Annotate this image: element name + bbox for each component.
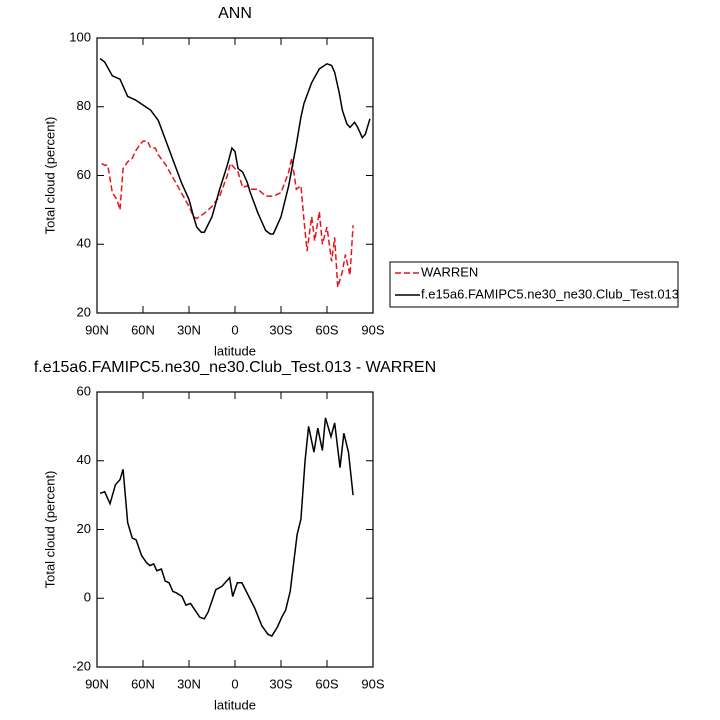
y-tick-label: 80 <box>77 98 91 113</box>
y-tick-label: 60 <box>77 167 91 182</box>
x-tick-label: 60N <box>131 322 155 337</box>
y-axis-label: Total cloud (percent) <box>42 471 57 589</box>
x-tick-label: 90S <box>361 676 384 691</box>
chart-title: f.e15a6.FAMIPC5.ne30_ne30.Club_Test.013 … <box>34 359 436 376</box>
x-axis-label: latitude <box>214 697 256 712</box>
x-tick-label: 60S <box>315 676 338 691</box>
y-tick-label: 20 <box>77 304 91 319</box>
y-tick-label: 0 <box>84 590 91 605</box>
data-line <box>101 140 354 288</box>
data-line <box>99 417 354 638</box>
plot-frame <box>96 37 374 314</box>
x-tick-label: 60S <box>315 322 338 337</box>
data-line <box>99 58 371 235</box>
x-tick-label: 30N <box>177 676 201 691</box>
legend-label: f.e15a6.FAMIPC5.ne30_ne30.Club_Test.013 <box>421 286 679 301</box>
x-tick-label: 30S <box>269 676 292 691</box>
legend-box <box>389 261 679 308</box>
y-tick-label: 20 <box>77 521 91 536</box>
x-tick-label: 90N <box>85 676 109 691</box>
y-tick-label: 100 <box>69 29 91 44</box>
legend-label: WARREN <box>421 264 478 279</box>
y-tick-label: 40 <box>77 236 91 251</box>
chart-title: ANN <box>218 5 252 22</box>
x-tick-label: 60N <box>131 676 155 691</box>
y-tick-label: 60 <box>77 383 91 398</box>
x-tick-label: 30N <box>177 322 201 337</box>
y-axis-label: Total cloud (percent) <box>42 117 57 235</box>
x-tick-label: 90S <box>361 322 384 337</box>
y-tick-label: 40 <box>77 452 91 467</box>
x-axis-label: latitude <box>214 343 256 358</box>
x-tick-label: 90N <box>85 322 109 337</box>
x-tick-label: 0 <box>231 322 238 337</box>
x-tick-label: 30S <box>269 322 292 337</box>
y-tick-label: -20 <box>72 658 91 673</box>
x-tick-label: 0 <box>231 676 238 691</box>
